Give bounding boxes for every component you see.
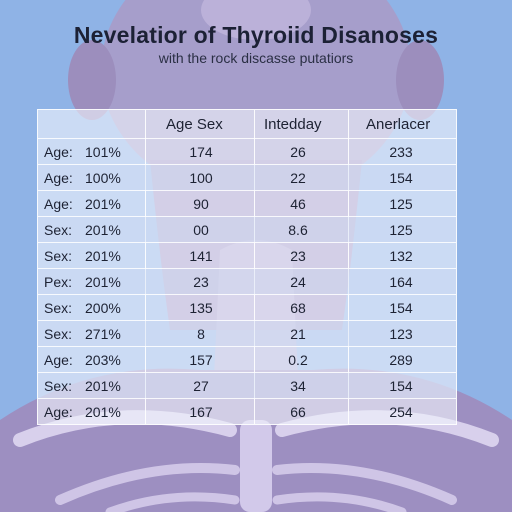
cell-anerlacer: 254	[389, 404, 413, 420]
cell-intedday: 66	[290, 404, 306, 420]
cell-anerlacer: 132	[389, 248, 413, 264]
row-percent: 101%	[85, 144, 121, 160]
row-label: Age:	[44, 196, 73, 212]
column-divider	[348, 110, 349, 424]
header-intedday: Intedday	[264, 116, 322, 133]
row-label: Age:	[44, 144, 73, 160]
cell-anerlacer: 154	[389, 170, 413, 186]
page-title: Nevelatior of Thyroiid Disanoses	[73, 22, 439, 48]
row-label: Sex:	[44, 326, 73, 342]
table-row: Sex: 271% 8 21 123	[38, 320, 456, 347]
cell-age-sex: 00	[193, 222, 209, 238]
cell-intedday: 23	[290, 248, 306, 264]
table-row: Pex: 201% 23 24 164	[38, 268, 456, 295]
row-label: Age:	[44, 170, 73, 186]
cell-age-sex: 8	[197, 326, 205, 342]
column-divider	[254, 110, 255, 424]
table-row: Age: 201% 90 46 125	[38, 190, 456, 217]
cell-anerlacer: 164	[389, 274, 413, 290]
header-anerlacer: Anerlacer	[366, 116, 431, 133]
cell-age-sex: 27	[193, 378, 209, 394]
row-percent: 201%	[85, 222, 121, 238]
header-age-sex: Age Sex	[166, 116, 223, 133]
table-header: Age Sex Intedday Anerlacer	[38, 110, 456, 138]
row-label: Age:	[44, 404, 73, 420]
row-percent: 201%	[85, 274, 121, 290]
row-percent: 203%	[85, 352, 121, 368]
row-percent: 200%	[85, 300, 121, 316]
row-percent: 201%	[85, 196, 121, 212]
cell-intedday: 22	[290, 170, 306, 186]
row-percent: 201%	[85, 404, 121, 420]
cell-intedday: 24	[290, 274, 306, 290]
cell-age-sex: 167	[189, 404, 213, 420]
table-row: Sex: 201% 141 23 132	[38, 242, 456, 269]
cell-age-sex: 23	[193, 274, 209, 290]
cell-age-sex: 157	[189, 352, 213, 368]
table-row: Age: 101% 174 26 233	[38, 138, 456, 165]
cell-anerlacer: 233	[389, 144, 413, 160]
cell-anerlacer: 123	[389, 326, 413, 342]
cell-intedday: 68	[290, 300, 306, 316]
cell-age-sex: 141	[189, 248, 213, 264]
cell-age-sex: 135	[189, 300, 213, 316]
row-percent: 100%	[85, 170, 121, 186]
cell-anerlacer: 125	[389, 222, 413, 238]
cell-intedday: 46	[290, 196, 306, 212]
cell-intedday: 0.2	[288, 352, 308, 368]
row-percent: 201%	[85, 378, 121, 394]
row-label: Sex:	[44, 300, 73, 316]
cell-age-sex: 174	[189, 144, 213, 160]
row-label: Sex:	[44, 378, 73, 394]
table-row: Sex: 200% 135 68 154	[38, 294, 456, 321]
page-subtitle: with the rock discasse putatiors	[158, 50, 354, 66]
table-row: Sex: 201% 27 34 154	[38, 372, 456, 399]
cell-intedday: 21	[290, 326, 306, 342]
cell-intedday: 34	[290, 378, 306, 394]
cell-age-sex: 90	[193, 196, 209, 212]
table-row: Sex: 201% 00 8.6 125	[38, 216, 456, 243]
column-divider	[145, 110, 146, 424]
row-label: Sex:	[44, 222, 73, 238]
row-label: Sex:	[44, 248, 73, 264]
data-table: Age Sex Intedday Anerlacer Age: 101% 174 26…	[37, 109, 457, 425]
table-row: Age: 201% 167 66 254	[38, 398, 456, 425]
cell-anerlacer: 125	[389, 196, 413, 212]
cell-anerlacer: 154	[389, 378, 413, 394]
row-label: Pex:	[44, 274, 73, 290]
row-percent: 201%	[85, 248, 121, 264]
cell-intedday: 8.6	[288, 222, 308, 238]
cell-anerlacer: 154	[389, 300, 413, 316]
cell-age-sex: 100	[189, 170, 213, 186]
cell-anerlacer: 289	[389, 352, 413, 368]
cell-intedday: 26	[290, 144, 306, 160]
row-percent: 271%	[85, 326, 121, 342]
row-label: Age:	[44, 352, 73, 368]
table-row: Age: 203% 157 0.2 289	[38, 346, 456, 373]
table-row: Age: 100% 100 22 154	[38, 164, 456, 191]
